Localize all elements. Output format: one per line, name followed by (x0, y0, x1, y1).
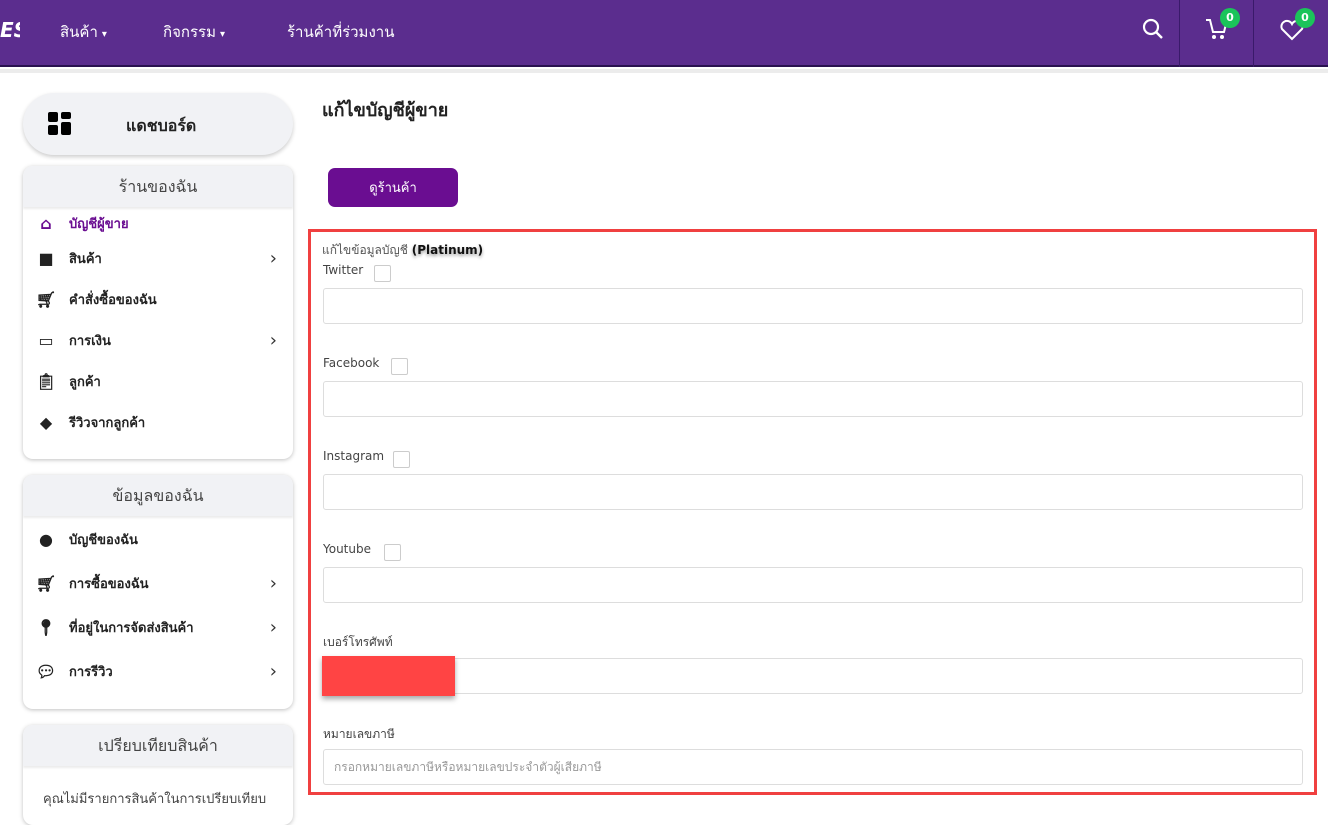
caret-down-icon: ▾ (101, 29, 107, 40)
box-icon: ■ (38, 249, 54, 268)
sidebar-item-label: บัญชีของฉัน (69, 533, 138, 548)
sidebar-item-my-purchases[interactable]: 🛒︎ การซื้อของฉัน › (35, 573, 281, 594)
form-hint: แก้ไขข้อมูลบัญชี (Platinum) (322, 241, 483, 260)
my-info-card: ข้อมูลของฉัน ● บัญชีของฉัน 🛒︎ การซื้อของฉั… (23, 475, 293, 709)
instagram-checkbox[interactable] (393, 451, 410, 468)
chat-icon: 💬︎ (35, 662, 57, 681)
youtube-checkbox[interactable] (384, 544, 401, 561)
sidebar-item-my-account[interactable]: ● บัญชีของฉัน (35, 529, 281, 550)
sidebar-item-label: คำสั่งซื้อของฉัน (69, 293, 157, 308)
facebook-checkbox[interactable] (391, 358, 408, 375)
chevron-right-icon: › (269, 617, 277, 638)
caret-down-icon: ▾ (219, 29, 225, 40)
clipboard-icon: 📋︎ (35, 372, 57, 391)
instagram-input[interactable] (323, 474, 1303, 510)
sidebar-item-products[interactable]: ■ สินค้า › (35, 248, 281, 269)
user-icon: ● (39, 530, 53, 549)
twitter-checkbox[interactable] (374, 265, 391, 282)
divider (1253, 0, 1254, 67)
sidebar-item-label: การเงิน (69, 334, 111, 349)
phone-input[interactable] (323, 658, 1303, 694)
search-icon[interactable] (1141, 17, 1165, 45)
sidebar-item-label: สินค้า (69, 252, 102, 267)
nav-activities[interactable]: กิจกรรม ▾ (163, 20, 225, 44)
sidebar-item-customer-reviews[interactable]: ◆ รีวิวจากลูกค้า (35, 412, 281, 433)
chevron-right-icon: › (269, 573, 277, 594)
sidebar-item-orders[interactable]: 🛒︎ คำสั่งซื้อของฉัน (35, 289, 281, 310)
nav-label: กิจกรรม (163, 23, 216, 41)
sidebar-item-label: รีวิวจากลูกค้า (69, 416, 146, 431)
sidebar-item-label: ลูกค้า (69, 375, 101, 390)
twitter-input[interactable] (323, 288, 1303, 324)
cart-icon[interactable] (1204, 16, 1230, 46)
instagram-label: Instagram (323, 449, 385, 463)
card-title: ข้อมูลของฉัน (23, 475, 293, 516)
card-title: ร้านของฉัน (23, 166, 293, 207)
tax-id-input[interactable] (323, 749, 1303, 785)
youtube-label: Youtube (323, 542, 371, 556)
facebook-label: Facebook (323, 356, 380, 370)
nav-label: สินค้า (60, 23, 98, 41)
location-icon: 📍︎ (35, 618, 57, 637)
facebook-input[interactable] (323, 381, 1303, 417)
cart-icon: 🛒︎ (35, 290, 57, 309)
account-form-highlight (308, 229, 1317, 795)
chevron-right-icon: › (269, 661, 277, 682)
redaction-block (322, 656, 455, 696)
nav-partner-shops[interactable]: ร้านค้าที่ร่วมงาน (287, 23, 395, 41)
card-title: เปรียบเทียบสินค้า (23, 725, 293, 766)
wallet-icon: ▭ (38, 331, 54, 350)
dashboard-button[interactable]: แดชบอร์ด (23, 93, 293, 155)
twitter-label: Twitter (323, 263, 364, 277)
review-icon: ◆ (39, 413, 53, 432)
compare-empty-text: คุณไม่มีรายการสินค้าในการเปรียบเทียบ (43, 792, 267, 807)
cart-count-badge: 0 (1220, 8, 1240, 28)
top-navbar: ES สินค้า▾ กิจกรรม▾ ร้านค้าที่ร่วมงาน 0 … (0, 0, 1328, 67)
home-icon: ⌂ (40, 214, 52, 233)
chevron-right-icon: › (269, 248, 277, 269)
sidebar-item-label: การซื้อของฉัน (69, 577, 149, 592)
chevron-right-icon: › (269, 330, 277, 351)
phone-label: เบอร์โทรศัพท์ (323, 635, 393, 649)
sidebar-item-customers[interactable]: 📋︎ ลูกค้า (35, 371, 281, 392)
dashboard-icon (48, 112, 71, 135)
sidebar-item-shipping-address[interactable]: 📍︎ ที่อยู่ในการจัดส่งสินค้า › (35, 617, 281, 638)
sidebar-item-finance[interactable]: ▭ การเงิน › (35, 330, 281, 351)
tax-label: หมายเลขภาษี (323, 727, 395, 741)
youtube-input[interactable] (323, 567, 1303, 603)
dashboard-label: แดชบอร์ด (126, 116, 197, 135)
tier-label: (Platinum) (411, 243, 484, 257)
cart-plus-icon: 🛒︎ (35, 574, 57, 593)
wishlist-count-badge: 0 (1295, 8, 1315, 28)
view-shop-button[interactable]: ดูร้านค้า (328, 168, 458, 207)
sidebar-item-label: การรีวิว (69, 665, 113, 680)
sidebar-item-label: ที่อยู่ในการจัดส่งสินค้า (69, 621, 194, 636)
sidebar-item-seller-account[interactable]: ⌂ บัญชีผู้ขาย (35, 213, 281, 234)
hint-text: แก้ไขข้อมูลบัญชี (322, 243, 408, 257)
logo[interactable]: ES (0, 18, 20, 42)
compare-card: เปรียบเทียบสินค้า คุณไม่มีรายการสินค้าใน… (23, 725, 293, 825)
divider (1179, 0, 1180, 67)
sidebar-item-reviews[interactable]: 💬︎ การรีวิว › (35, 661, 281, 682)
sidebar-item-label: บัญชีผู้ขาย (69, 217, 129, 232)
page-title: แก้ไขบัญชีผู้ขาย (322, 100, 449, 121)
my-shop-card: ร้านของฉัน ⌂ บัญชีผู้ขาย ■ สินค้า › 🛒︎ คำสั่… (23, 166, 293, 459)
divider (0, 69, 1328, 73)
nav-products[interactable]: สินค้า ▾ (60, 20, 107, 44)
